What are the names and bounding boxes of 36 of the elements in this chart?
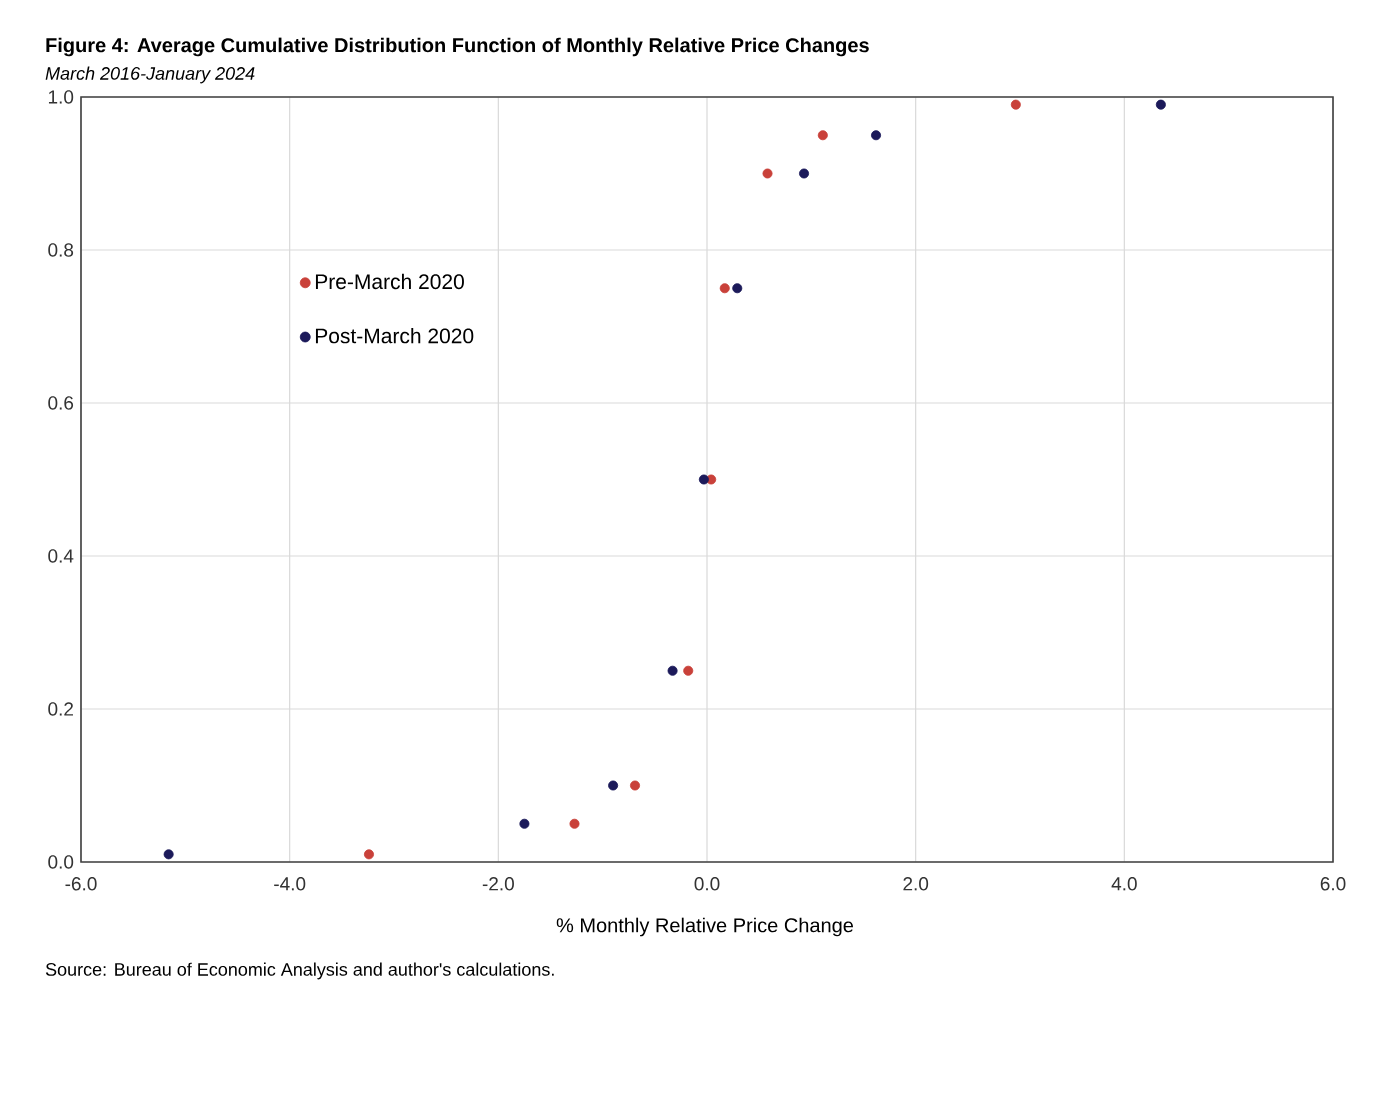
y-tick-label: 0.8 [48,243,74,257]
chart-subtitle: March 2016-January 2024 [45,66,255,84]
point [667,665,678,676]
x-tick-label: -2.0 [482,877,514,891]
x-tick-label: 4.0 [1111,877,1137,891]
point [698,474,709,485]
x-axis-title: % Monthly Relative Price Change [556,917,854,937]
chart-title: Figure 4: Average Cumulative Distribution Function of Monthly Relative Price Changes [46,37,869,57]
x-tick-label: -4.0 [274,877,306,891]
y-tick-label: 0.2 [48,702,73,716]
point [163,849,174,860]
point [683,665,694,676]
point [569,818,580,829]
y-tick-label: 0.0 [48,855,74,869]
point [871,130,882,141]
point [519,818,530,829]
legend-label: Post-March 2020 [315,327,474,344]
source-note: Source: Bureau of Economic Analysis and author's calculations. [45,962,554,980]
x-tick-label: 2.0 [903,877,929,891]
point [363,849,374,860]
point [732,283,743,294]
point [1010,99,1021,110]
point [608,780,619,791]
x-tick-label: 6.0 [1320,877,1346,891]
point [799,168,810,179]
legend-label: Pre-March 2020 [315,273,464,290]
point [630,780,641,791]
point [817,130,828,141]
point [719,283,730,294]
y-tick-label: 0.4 [48,549,74,563]
y-tick-label: 0.6 [48,396,74,410]
point [1155,99,1166,110]
y-tick-label: 1.0 [48,90,74,104]
x-tick-label: 0.0 [694,877,720,891]
point [762,168,773,179]
x-tick-label: -6.0 [65,877,97,891]
